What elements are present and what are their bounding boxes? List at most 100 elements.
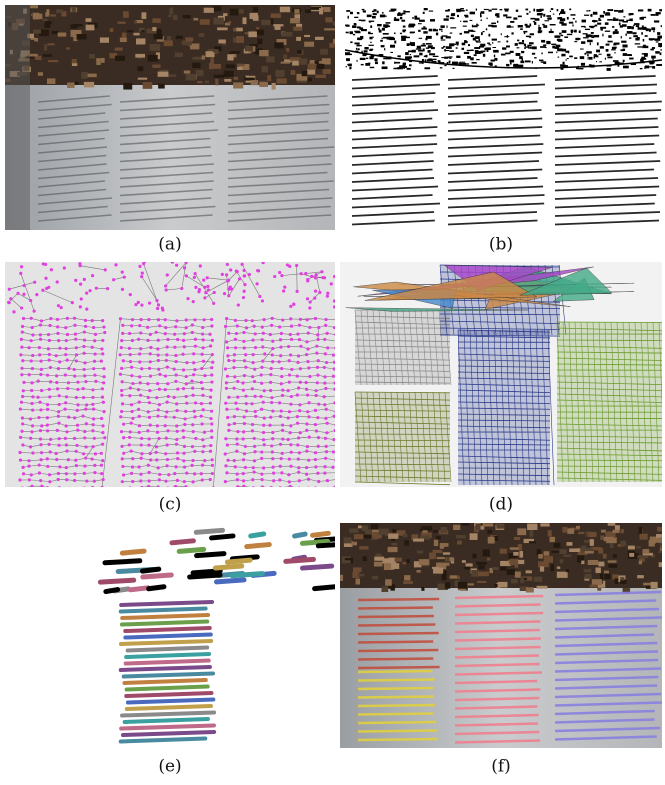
mesh-node <box>289 403 292 406</box>
mesh-node <box>157 303 160 306</box>
photo-detail <box>471 570 479 577</box>
mesh-node <box>157 466 160 469</box>
mesh-node <box>85 479 88 482</box>
mesh-node <box>49 317 52 320</box>
mesh-node <box>91 429 94 432</box>
mesh-node <box>39 443 42 446</box>
speck <box>640 68 643 69</box>
mesh-node <box>194 487 197 490</box>
speck <box>441 39 446 40</box>
photo-detail <box>437 557 445 559</box>
photo-detail <box>77 34 87 40</box>
speck <box>442 35 448 36</box>
photo-detail <box>520 577 524 584</box>
speck <box>476 9 477 11</box>
mesh-node <box>101 387 104 390</box>
mesh-node <box>271 409 274 412</box>
mesh-node <box>58 437 61 440</box>
mesh-node <box>19 458 22 461</box>
mesh-node <box>333 305 336 308</box>
speck <box>587 54 589 56</box>
speck <box>524 48 526 49</box>
photo-detail <box>138 78 147 80</box>
mesh-node <box>201 464 204 467</box>
photo-detail <box>476 524 481 531</box>
panel-label: (e) <box>158 757 181 777</box>
mesh-node <box>122 452 125 455</box>
photo-detail <box>385 579 392 586</box>
speck <box>603 11 605 14</box>
photo-detail <box>608 523 616 526</box>
mesh-node <box>67 487 70 490</box>
mesh-node <box>180 287 183 290</box>
mesh-node <box>203 318 206 321</box>
mesh-node <box>93 437 96 440</box>
mesh-node <box>210 318 213 321</box>
speck <box>559 21 563 23</box>
photo-detail <box>544 551 550 555</box>
photo-detail <box>48 60 58 62</box>
segment <box>106 590 118 592</box>
photo-detail <box>211 57 214 64</box>
mesh-node <box>203 286 206 289</box>
mesh-node <box>31 354 34 357</box>
mesh-node <box>273 275 276 278</box>
mesh-node <box>141 271 144 274</box>
photo-detail <box>226 64 236 68</box>
mesh-node <box>210 410 213 413</box>
photo-detail <box>152 27 156 31</box>
mesh-node <box>306 445 309 448</box>
mesh-node <box>262 318 265 321</box>
mesh-node <box>335 318 338 321</box>
mesh-node <box>279 354 282 357</box>
speck <box>556 51 557 53</box>
mesh-node <box>128 332 131 335</box>
photo-detail <box>354 534 364 539</box>
mesh-node <box>101 424 104 427</box>
mesh-edge <box>84 487 92 488</box>
speck <box>513 17 517 19</box>
mesh-node <box>22 472 25 475</box>
mesh-node <box>100 472 103 475</box>
mesh-node <box>20 346 23 349</box>
segment <box>121 641 211 644</box>
speck <box>553 14 555 15</box>
mesh-node <box>8 288 11 291</box>
mesh-node <box>316 416 319 419</box>
speck <box>660 45 661 47</box>
speck <box>488 25 493 27</box>
speck <box>397 67 403 69</box>
speck <box>629 37 631 38</box>
photo-detail <box>429 553 434 559</box>
mesh-node <box>22 381 25 384</box>
mesh-node <box>81 414 84 417</box>
mesh-node <box>236 324 239 327</box>
photo-detail <box>374 562 383 567</box>
mesh-node <box>48 324 51 327</box>
mesh-node <box>298 479 301 482</box>
mesh-node <box>185 471 188 474</box>
mesh-node <box>75 450 78 453</box>
mesh-node <box>183 266 186 269</box>
mesh-node <box>316 381 319 384</box>
mesh-node <box>139 473 142 476</box>
mesh-node <box>182 368 185 371</box>
speck <box>517 40 519 42</box>
speck <box>602 34 603 37</box>
photo-detail <box>214 75 224 78</box>
photo-detail <box>351 542 357 546</box>
speck <box>537 14 539 16</box>
mesh-node <box>84 407 87 410</box>
mesh-node <box>305 473 308 476</box>
speck <box>633 32 637 34</box>
mesh-node <box>236 478 239 481</box>
speck <box>591 37 594 38</box>
photo-detail <box>406 559 409 563</box>
mesh-node <box>261 299 264 302</box>
mesh-node <box>148 471 151 474</box>
mesh-node <box>39 323 42 326</box>
mesh-node <box>66 333 69 336</box>
segment <box>121 726 214 729</box>
mesh-node <box>119 317 122 320</box>
mesh-node <box>191 480 194 483</box>
